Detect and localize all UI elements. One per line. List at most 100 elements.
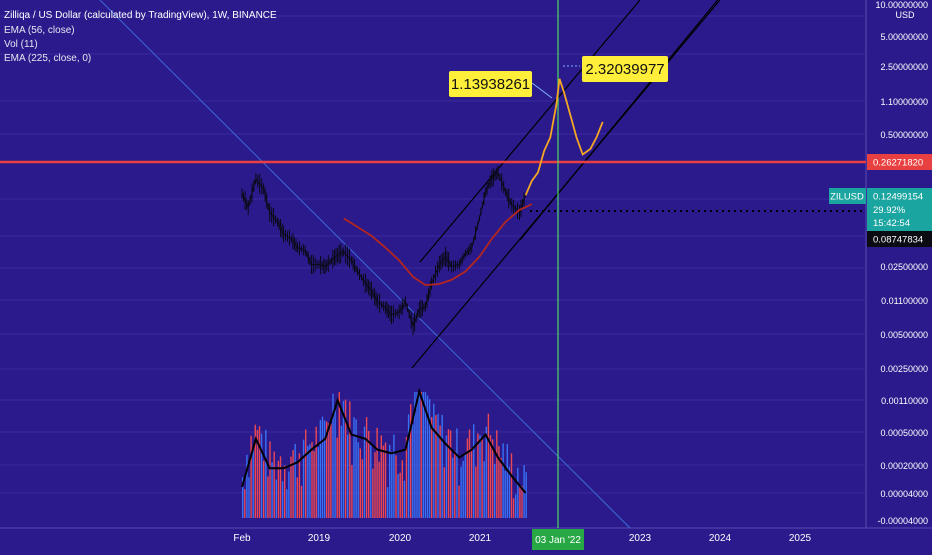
volume-bar-37 xyxy=(319,420,322,518)
volume-bar-60 xyxy=(368,431,370,518)
annotation-label-high: 2.32039977 xyxy=(585,61,664,78)
volume-bar-39 xyxy=(323,420,326,518)
highlight-date-label: 03 Jan '22 xyxy=(535,535,581,546)
volume-bar-62 xyxy=(372,468,374,518)
volume-bar-56 xyxy=(359,448,361,518)
volume-bar-43 xyxy=(332,393,334,518)
volume-bar-45 xyxy=(336,437,338,518)
volume-bar-59 xyxy=(365,417,368,518)
price-label-7: 0.00500000 xyxy=(880,330,928,340)
resistance-price-tag-bg xyxy=(867,154,932,170)
price-axis-unit: USD xyxy=(895,10,915,20)
volume-bar-123 xyxy=(500,457,502,518)
volume-bar-76 xyxy=(401,460,403,518)
time-label-1: 2019 xyxy=(308,533,331,544)
volume-bar-7 xyxy=(256,429,259,518)
volume-bar-28 xyxy=(300,485,303,518)
price-label-11: 0.00020000 xyxy=(880,461,928,471)
volume-bar-87 xyxy=(424,392,427,518)
volume-bar-17 xyxy=(277,460,280,518)
indicator-ema56[interactable]: EMA (56, close) xyxy=(4,25,75,36)
indicator-volume[interactable]: Vol (11) xyxy=(4,39,38,50)
volume-bar-73 xyxy=(395,455,397,518)
volume-bar-78 xyxy=(405,437,408,518)
volume-bar-63 xyxy=(374,452,376,518)
volume-bar-14 xyxy=(271,462,273,518)
volume-bar-53 xyxy=(353,417,355,518)
volume-bar-132 xyxy=(519,486,521,518)
volume-bar-119 xyxy=(491,439,494,518)
volume-bar-0 xyxy=(242,477,244,518)
volume-bar-83 xyxy=(416,392,418,518)
volume-bar-93 xyxy=(437,413,439,518)
volume-bar-22 xyxy=(288,471,290,518)
volume-bar-10 xyxy=(263,460,265,518)
volume-bar-84 xyxy=(418,392,420,518)
volume-bar-36 xyxy=(317,447,319,518)
volume-bar-26 xyxy=(296,477,298,518)
price-label-13: -0.00004000 xyxy=(877,516,928,526)
volume-bar-50 xyxy=(347,434,349,518)
volume-bar-30 xyxy=(305,429,307,518)
time-label-2: 2020 xyxy=(389,533,412,544)
volume-bar-82 xyxy=(414,392,416,518)
volume-bar-51 xyxy=(349,401,351,518)
ema-price-tag-bg xyxy=(867,231,932,247)
channel-upper-line xyxy=(419,0,641,263)
volume-bar-41 xyxy=(328,423,330,518)
volume-bar-54 xyxy=(355,419,357,518)
time-label-4: 2023 xyxy=(629,533,652,544)
volume-bar-44 xyxy=(334,409,336,518)
volume-bar-89 xyxy=(428,399,431,518)
price-label-8: 0.00250000 xyxy=(880,364,928,374)
chart-title: Zilliqa / US Dollar (calculated by Tradi… xyxy=(4,10,277,21)
volume-bar-106 xyxy=(464,454,466,518)
volume-bar-114 xyxy=(481,437,483,518)
axis-labels: 10.00000000 5.00000000 2.50000000 1.1000000… xyxy=(233,0,928,544)
volume-bar-11 xyxy=(265,429,267,518)
volume-bar-70 xyxy=(389,444,391,518)
price-axis-panel[interactable] xyxy=(866,0,932,528)
volume-bar-101 xyxy=(454,451,456,518)
volume-bar-35 xyxy=(315,426,317,518)
volume-bar-116 xyxy=(485,426,487,518)
volume-bar-29 xyxy=(302,439,305,518)
volume-bar-122 xyxy=(498,446,500,518)
volume-bar-47 xyxy=(340,425,343,518)
volume-bar-96 xyxy=(443,467,445,518)
last-price-tag-bg xyxy=(867,188,932,232)
change-tag: 29.92% xyxy=(873,205,906,216)
volume-bar-34 xyxy=(313,451,315,518)
volume-bar-72 xyxy=(393,434,395,518)
volume-bar-121 xyxy=(496,430,498,518)
volume-bar-128 xyxy=(510,453,513,518)
volume-ma-line xyxy=(241,387,527,494)
volume-bar-33 xyxy=(311,442,313,518)
volume-bar-68 xyxy=(384,442,387,518)
volume-bar-95 xyxy=(441,414,443,518)
price-label-5: 0.02500000 xyxy=(880,262,928,272)
volume-bar-25 xyxy=(294,443,296,518)
volume-bar-49 xyxy=(344,399,347,518)
volume-bar-74 xyxy=(397,474,399,518)
volume-bar-58 xyxy=(363,426,366,518)
volume-bar-80 xyxy=(410,404,412,518)
indicator-ema225[interactable]: EMA (225, close, 0) xyxy=(4,53,92,64)
volume-bar-77 xyxy=(403,480,406,518)
volume-bar-6 xyxy=(254,424,256,518)
volume-bar-24 xyxy=(292,450,294,518)
ema56-line xyxy=(343,203,533,287)
volume-bar-102 xyxy=(456,428,458,518)
volume-bar-107 xyxy=(466,438,469,518)
price-label-6: 0.01100000 xyxy=(881,296,928,306)
price-label-10: 0.00050000 xyxy=(880,428,928,438)
volume-bar-130 xyxy=(515,494,517,518)
volume-bar-124 xyxy=(502,443,504,518)
channel-outer-line xyxy=(519,0,719,241)
price-tags: 1.13938261 2.32039977 0.26271820 ZILUSD 0.12… xyxy=(449,56,932,550)
price-label-4: 0.50000000 xyxy=(880,130,928,140)
volume-bars xyxy=(241,387,527,518)
annotation-label-high-box xyxy=(582,56,668,82)
